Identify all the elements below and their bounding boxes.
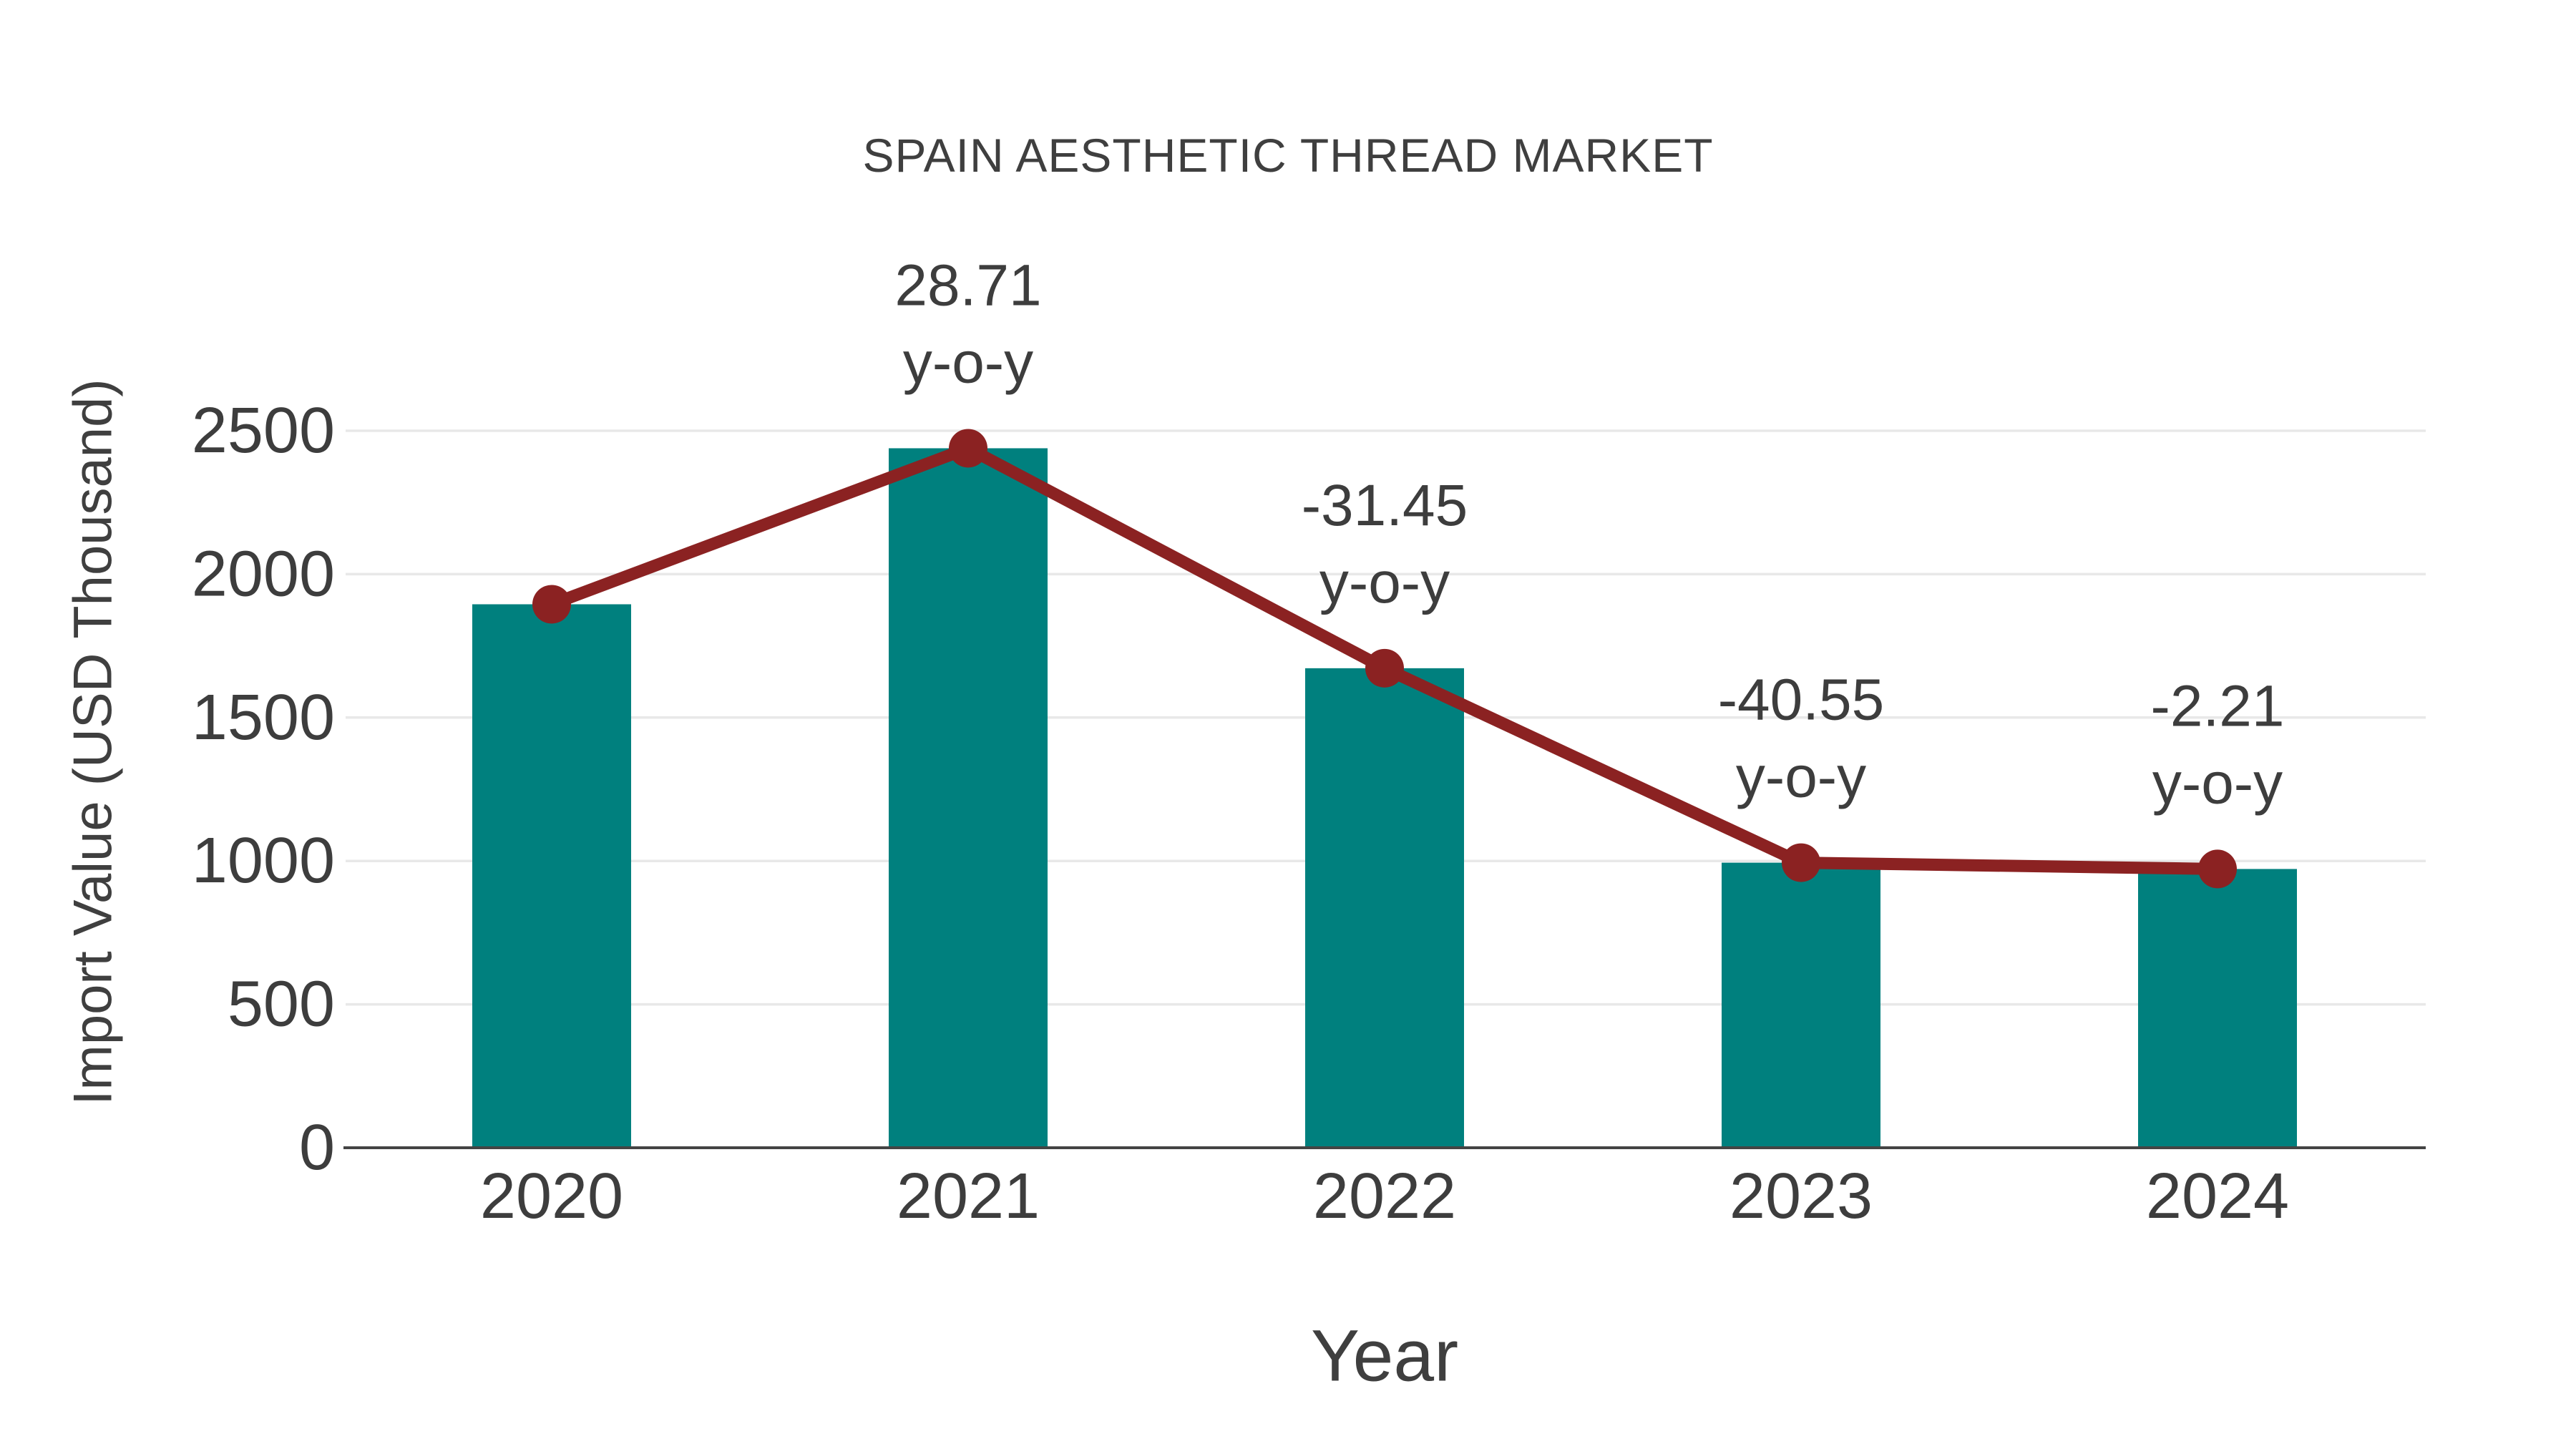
x-tick-label-2020: 2020	[480, 1161, 623, 1232]
x-tick-label-2021: 2021	[897, 1161, 1040, 1232]
x-tick-label-2024: 2024	[2146, 1161, 2289, 1232]
line-marker-2022	[1365, 648, 1404, 688]
annotation-unit-2021: y-o-y	[903, 330, 1033, 395]
y-tick-label-0: 0	[299, 1112, 335, 1184]
y-tick-label-1000: 1000	[192, 825, 335, 897]
annotation-unit-2024: y-o-y	[2152, 751, 2283, 816]
annotation-value-2023: -40.55	[1718, 668, 1885, 733]
bar-2024	[2138, 869, 2297, 1148]
line-marker-2021	[949, 429, 987, 468]
bar-2020	[472, 604, 631, 1148]
bar-2023	[1722, 862, 1880, 1148]
chart-title: SPAIN AESTHETIC THREAD MARKET	[862, 129, 1714, 182]
y-tick-label-1500: 1500	[192, 682, 335, 753]
x-axis-title: Year	[1310, 1314, 1459, 1397]
annotation-value-2022: -31.45	[1302, 473, 1468, 538]
x-tick-label-2023: 2023	[1729, 1161, 1873, 1232]
annotation-value-2021: 28.71	[894, 253, 1041, 318]
x-tick-label-2022: 2022	[1313, 1161, 1456, 1232]
bar-2022	[1305, 668, 1464, 1148]
annotation-unit-2022: y-o-y	[1319, 550, 1450, 615]
y-tick-label-2000: 2000	[192, 538, 335, 610]
bar-2021	[889, 448, 1048, 1148]
y-tick-label-2500: 2500	[192, 395, 335, 467]
annotation-unit-2023: y-o-y	[1736, 745, 1866, 810]
y-tick-label-500: 500	[228, 969, 335, 1040]
line-marker-2020	[532, 585, 571, 624]
annotation-value-2024: -2.21	[2151, 673, 2285, 738]
line-marker-2024	[2198, 849, 2237, 889]
line-marker-2023	[1782, 843, 1820, 882]
